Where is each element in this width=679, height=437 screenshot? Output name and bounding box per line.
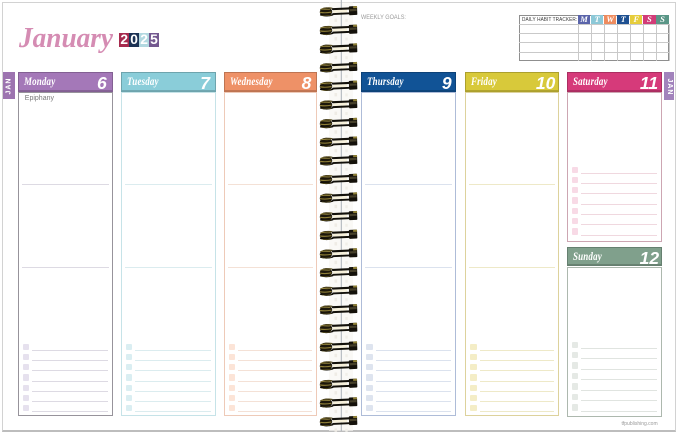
svg-text:January: January	[18, 22, 113, 54]
